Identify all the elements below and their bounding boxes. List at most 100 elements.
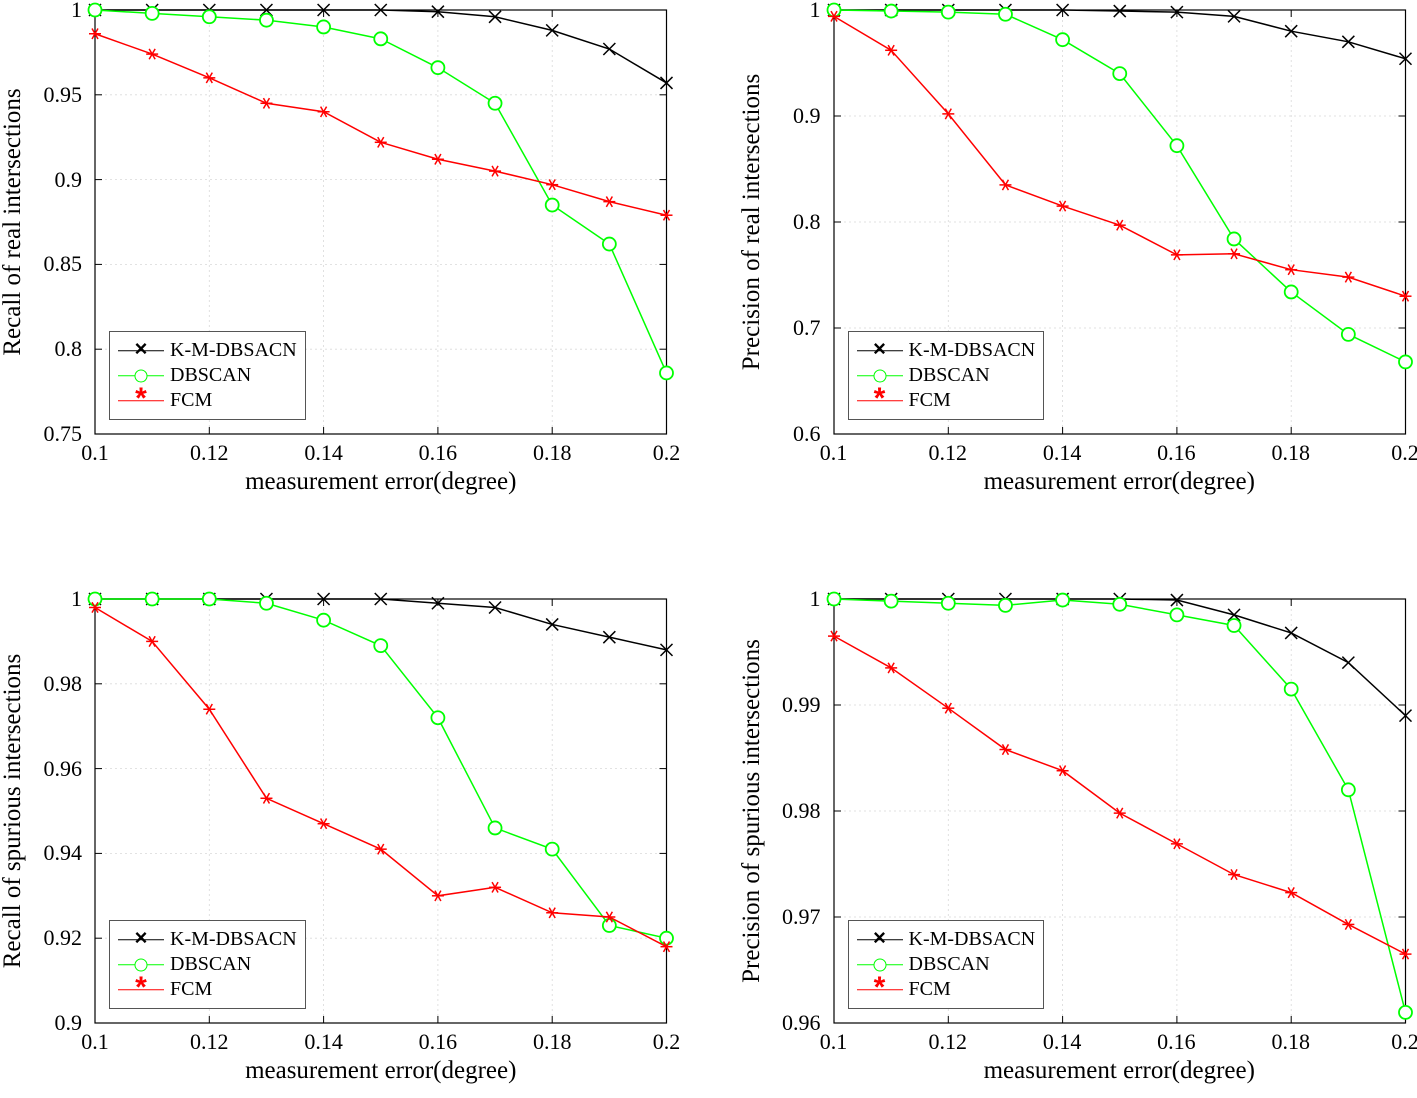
legend-item-fcm: *FCM (118, 388, 297, 413)
star-marker-icon: * (132, 387, 150, 417)
xtick-label: 0.16 (419, 1029, 458, 1055)
ytick-label: 0.9 (32, 167, 82, 193)
series-line-fcm (95, 607, 667, 946)
legend-label: DBSCAN (170, 952, 251, 977)
xtick-label: 0.14 (304, 440, 343, 466)
marker-fcm (260, 793, 272, 803)
marker-kmdbscan (1285, 627, 1297, 639)
circle-marker-icon (135, 958, 148, 971)
legend-item-fcm: *FCM (857, 977, 1036, 1002)
marker-dbscan (1399, 1006, 1412, 1019)
legend-swatch-fcm: * (857, 982, 903, 998)
x-axis-label: measurement error(degree) (834, 468, 1406, 496)
marker-dbscan (489, 97, 502, 110)
xtick-label: 0.1 (820, 440, 848, 466)
ytick-label: 0.8 (771, 209, 821, 235)
legend-item-fcm: *FCM (857, 388, 1036, 413)
x-marker-icon: × (873, 929, 886, 951)
marker-dbscan (660, 932, 673, 945)
marker-dbscan (827, 4, 840, 17)
legend-item-fcm: *FCM (118, 977, 297, 1002)
marker-dbscan (1399, 355, 1412, 368)
marker-fcm (1056, 201, 1068, 211)
marker-dbscan (203, 593, 216, 606)
circle-marker-icon (873, 958, 886, 971)
xtick-label: 0.18 (533, 1029, 572, 1055)
figure-root: { "figure": { "width": 1417, "height": 1… (0, 0, 1417, 1098)
star-marker-icon: * (870, 976, 888, 1006)
marker-dbscan (1170, 139, 1183, 152)
ytick-label: 1 (771, 0, 821, 23)
series-line-fcm (834, 636, 1406, 954)
legend-item-kmdbscan: ×K-M-DBSACN (857, 927, 1036, 952)
marker-dbscan (827, 593, 840, 606)
legend-item-dbscan: DBSCAN (857, 363, 1036, 388)
xtick-label: 0.14 (1043, 1029, 1082, 1055)
xtick-label: 0.16 (1157, 440, 1196, 466)
x-marker-icon: × (134, 929, 147, 951)
marker-dbscan (1341, 783, 1354, 796)
legend-swatch-dbscan (857, 957, 903, 973)
marker-dbscan (941, 6, 954, 19)
marker-dbscan (260, 14, 273, 27)
xtick-label: 0.14 (1043, 440, 1082, 466)
xtick-label: 0.14 (304, 1029, 343, 1055)
star-marker-icon: * (870, 387, 888, 417)
marker-dbscan (1227, 619, 1240, 632)
marker-dbscan (203, 10, 216, 23)
star-marker-icon: * (132, 976, 150, 1006)
marker-dbscan (1227, 232, 1240, 245)
legend-item-kmdbscan: ×K-M-DBSACN (118, 338, 297, 363)
legend-label: K-M-DBSACN (170, 927, 297, 952)
marker-dbscan (660, 366, 673, 379)
marker-dbscan (1056, 594, 1069, 607)
series-line-dbscan (95, 10, 667, 373)
ytick-label: 0.9 (771, 103, 821, 129)
legend-label: DBSCAN (170, 363, 251, 388)
series-line-kmdbscan (834, 10, 1406, 59)
marker-dbscan (374, 32, 387, 45)
series-line-fcm (834, 16, 1406, 296)
legend-item-dbscan: DBSCAN (118, 363, 297, 388)
marker-dbscan (546, 843, 559, 856)
legend-swatch-fcm: * (118, 982, 164, 998)
legend-label: K-M-DBSACN (170, 338, 297, 363)
marker-dbscan (603, 238, 616, 251)
series-line-fcm (95, 34, 667, 215)
y-axis-label: Precision of spurious intersections (738, 599, 766, 1023)
ytick-label: 1 (32, 586, 82, 612)
legend-swatch-kmdbscan: × (118, 932, 164, 948)
legend-label: DBSCAN (909, 363, 990, 388)
xtick-label: 0.18 (1271, 1029, 1310, 1055)
ytick-label: 1 (771, 586, 821, 612)
marker-fcm (1228, 869, 1240, 879)
ytick-label: 0.96 (771, 1010, 821, 1036)
legend-label: FCM (909, 388, 951, 413)
xtick-label: 0.12 (190, 1029, 229, 1055)
xtick-label: 0.1 (81, 1029, 109, 1055)
legend-swatch-dbscan (118, 957, 164, 973)
marker-dbscan (317, 20, 330, 33)
marker-fcm (1342, 272, 1354, 282)
xtick-label: 0.2 (653, 1029, 681, 1055)
marker-dbscan (1341, 328, 1354, 341)
marker-fcm (1342, 919, 1354, 929)
marker-fcm (1285, 887, 1297, 897)
xtick-label: 0.18 (1271, 440, 1310, 466)
marker-dbscan (998, 8, 1011, 21)
marker-kmdbscan (603, 631, 615, 643)
marker-fcm (1228, 249, 1240, 259)
xtick-label: 0.2 (1391, 440, 1417, 466)
marker-dbscan (884, 5, 897, 18)
xtick-label: 0.1 (81, 440, 109, 466)
marker-dbscan (489, 821, 502, 834)
legend: ×K-M-DBSACNDBSCAN*FCM (109, 331, 306, 420)
circle-marker-icon (135, 369, 148, 382)
ytick-label: 0.6 (771, 421, 821, 447)
marker-kmdbscan (603, 43, 615, 55)
marker-fcm (603, 196, 615, 206)
marker-dbscan (603, 919, 616, 932)
marker-dbscan (884, 595, 897, 608)
ytick-label: 0.85 (32, 251, 82, 277)
ytick-label: 0.98 (771, 798, 821, 824)
